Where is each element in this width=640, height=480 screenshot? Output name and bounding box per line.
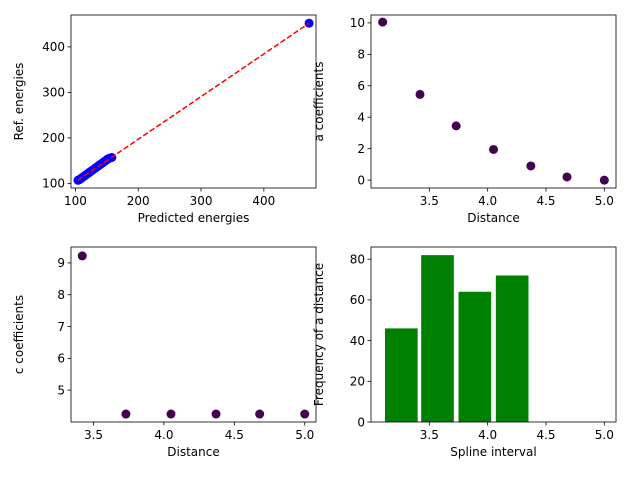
bar	[421, 255, 454, 422]
scatter-point	[121, 409, 131, 419]
scatter-point	[415, 89, 425, 99]
y-tick-label: 300	[42, 86, 65, 100]
plot-area	[73, 18, 314, 185]
y-tick-label: 80	[350, 253, 365, 267]
x-tick-label: 4.0	[154, 428, 173, 442]
scatter-point	[451, 121, 461, 131]
y-tick-label: 4	[357, 111, 365, 125]
scatter-point	[378, 17, 388, 27]
x-axis-label: Spline interval	[450, 445, 536, 459]
x-tick-label: 100	[64, 194, 87, 208]
axes-frame	[70, 14, 317, 189]
x-axis-label: Predicted energies	[138, 211, 250, 225]
x-tick-label: 200	[127, 194, 150, 208]
scatter-point	[166, 409, 176, 419]
x-tick-label: 5.0	[595, 428, 614, 442]
axes-frame	[70, 246, 317, 423]
x-tick-label: 5.0	[595, 194, 614, 208]
chart-panel-4: 3.5 4.0 4.5 5.0 0 20 40 60 80 Spline interval Freq…	[312, 246, 617, 459]
y-tick-label: 10	[350, 16, 365, 30]
scatter-point	[526, 161, 536, 171]
y-tick-label: 40	[350, 334, 365, 348]
scatter-point	[255, 409, 265, 419]
bar	[458, 291, 492, 422]
scatter-point	[599, 175, 609, 185]
x-tick-label: 400	[252, 194, 275, 208]
y-tick-label: 9	[57, 256, 65, 270]
axes-frame	[370, 14, 617, 189]
chart-panel-3: 3.5 4.0 4.5 5.0 5 6 7 8 9 Distance c coefficients	[12, 246, 317, 459]
x-axis-label: Distance	[467, 211, 519, 225]
y-axis-label: a coefficients	[312, 62, 326, 142]
y-tick-label: 20	[350, 375, 365, 389]
x-tick-label: 300	[190, 194, 213, 208]
y-tick-label: 2	[357, 142, 365, 156]
y-tick-label: 400	[42, 40, 65, 54]
y-tick-label: 100	[42, 177, 65, 191]
chart-panel-2: 3.5 4.0 4.5 5.0 0 2 4 6 8 10 Distance a coefficient…	[312, 14, 617, 225]
plot-area	[385, 255, 529, 422]
bar	[385, 328, 418, 422]
plot-area	[77, 251, 310, 419]
y-tick-label: 6	[357, 79, 365, 93]
x-tick-label: 4.5	[225, 428, 244, 442]
y-tick-label: 5	[57, 383, 65, 397]
reference-line	[77, 22, 310, 181]
scatter-point	[562, 172, 572, 182]
y-tick-label: 0	[357, 415, 365, 429]
bar	[495, 275, 529, 422]
y-tick-label: 8	[357, 48, 365, 62]
x-tick-label: 4.5	[536, 428, 555, 442]
y-tick-label: 200	[42, 131, 65, 145]
x-tick-label: 4.0	[478, 194, 497, 208]
y-axis-label: Frequency of a distance	[312, 263, 326, 406]
axes-frame	[370, 246, 617, 423]
scatter-point	[77, 251, 87, 261]
x-tick-label: 5.0	[295, 428, 314, 442]
y-tick-label: 6	[57, 352, 65, 366]
plot-area	[378, 17, 609, 185]
scatter-point	[211, 409, 221, 419]
y-tick-label: 60	[350, 293, 365, 307]
y-tick-label: 7	[57, 320, 65, 334]
x-tick-label: 3.5	[420, 428, 439, 442]
scatter-point	[489, 144, 498, 154]
y-axis-label: c coefficients	[12, 295, 26, 374]
x-axis-label: Distance	[167, 445, 219, 459]
x-tick-label: 4.5	[536, 194, 555, 208]
scatter-point	[300, 409, 310, 419]
y-tick-label: 8	[57, 288, 65, 302]
y-tick-label: 0	[357, 173, 365, 187]
x-tick-label: 4.0	[478, 428, 497, 442]
x-tick-label: 3.5	[84, 428, 103, 442]
y-axis-label: Ref. energies	[12, 63, 26, 141]
x-tick-label: 3.5	[420, 194, 439, 208]
